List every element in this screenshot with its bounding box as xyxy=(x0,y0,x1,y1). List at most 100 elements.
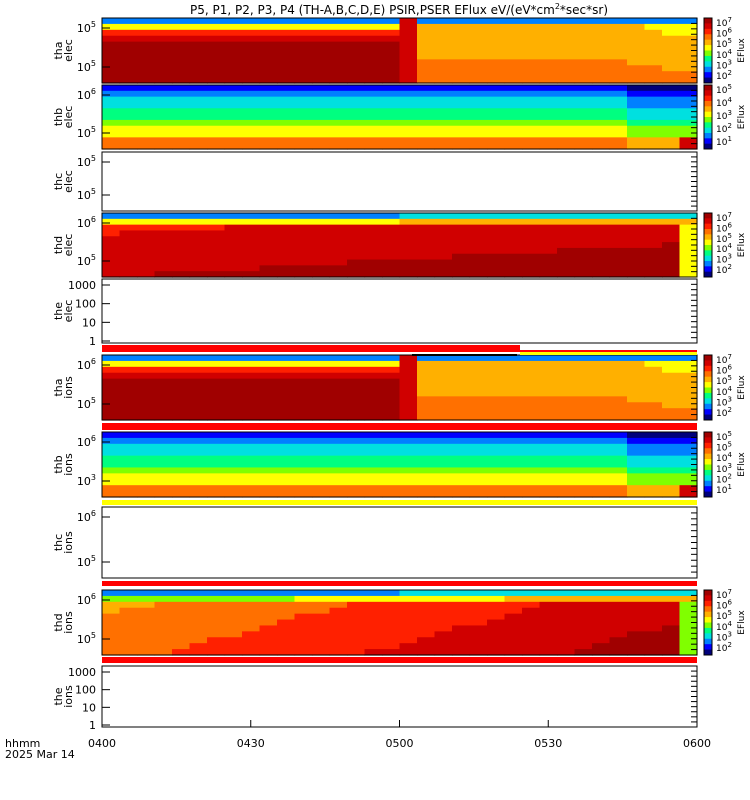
spectrogram-cell xyxy=(679,619,698,627)
spectrogram-cell xyxy=(609,491,628,498)
spectrogram-cell xyxy=(242,90,261,98)
spectrogram-cell xyxy=(557,265,576,272)
spectrogram-cell xyxy=(242,601,261,609)
colorbar-swatch xyxy=(704,26,712,30)
spectrogram-cell xyxy=(399,360,418,368)
spectrogram-cell xyxy=(277,218,296,226)
spectrogram-cell xyxy=(294,437,313,445)
spectrogram-cell xyxy=(522,366,541,374)
spectrogram-cell xyxy=(242,396,261,403)
spectrogram-cell xyxy=(224,265,243,272)
spectrogram-cell xyxy=(347,414,366,421)
spectrogram-cell xyxy=(399,384,418,392)
spectrogram-cell xyxy=(382,71,401,78)
spectrogram-cell xyxy=(452,131,471,138)
spectrogram-cell xyxy=(329,108,348,115)
colorbar-swatch xyxy=(704,226,712,230)
spectrogram-cell xyxy=(364,473,383,480)
spectrogram-cell xyxy=(539,485,558,492)
spectrogram-cell xyxy=(487,59,506,66)
spectrogram-cell xyxy=(644,114,663,121)
spectrogram-cell xyxy=(102,53,121,60)
colorbar-swatch xyxy=(704,106,712,110)
spectrogram-cell xyxy=(224,366,243,374)
spectrogram-cell xyxy=(557,41,576,49)
spectrogram-cell xyxy=(434,96,453,104)
spectrogram-cell xyxy=(277,114,296,121)
spectrogram-cell xyxy=(627,71,646,78)
spectrogram-cell xyxy=(399,236,418,243)
spectrogram-cell xyxy=(277,271,296,278)
spectrogram-cell xyxy=(522,414,541,421)
spectrogram-cell xyxy=(312,247,331,255)
spectrogram-cell xyxy=(242,443,261,451)
spectrogram-cell xyxy=(434,59,453,66)
spectrogram-cell xyxy=(487,230,506,237)
spectrogram-cell xyxy=(609,265,628,272)
spectrogram-cell xyxy=(207,90,226,98)
colorbar-swatch xyxy=(704,213,712,217)
spectrogram-cell xyxy=(207,242,226,249)
colorbar-swatch xyxy=(704,475,712,479)
spectrogram-cell xyxy=(644,643,663,650)
spectrogram-cell xyxy=(312,396,331,403)
spectrogram-cell xyxy=(434,213,453,220)
spectrogram-cell xyxy=(119,473,138,480)
spectrogram-cell xyxy=(487,77,506,84)
spectrogram-cell xyxy=(224,437,243,445)
spectrogram-cell xyxy=(609,90,628,98)
spectrogram-cell xyxy=(452,384,471,392)
spectrogram-cell xyxy=(119,41,138,49)
spectrogram-cell xyxy=(592,649,611,656)
spectrogram-cell xyxy=(259,384,278,392)
spectrogram-cell xyxy=(102,108,121,115)
y-tick-label: 106 xyxy=(77,215,96,230)
spectrogram-cell xyxy=(434,53,453,60)
spectrogram-cell xyxy=(399,96,418,104)
spectrogram-cell xyxy=(242,637,261,644)
spectrogram-cell xyxy=(347,637,366,644)
spectrogram-cell xyxy=(399,443,418,451)
spectrogram-cell xyxy=(347,65,366,72)
spectrogram-cell xyxy=(382,613,401,621)
status-bar xyxy=(102,423,697,427)
spectrogram-cell xyxy=(382,230,401,237)
spectrogram-cell xyxy=(137,35,156,43)
spectrogram-cell xyxy=(207,601,226,609)
spectrogram-cell xyxy=(627,432,646,439)
spectrogram-cell xyxy=(259,218,278,226)
spectrogram-cell xyxy=(539,384,558,392)
spectrogram-cell xyxy=(399,631,418,638)
colorbar-swatch xyxy=(704,85,712,89)
spectrogram-cell xyxy=(329,247,348,255)
spectrogram-cell xyxy=(382,432,401,439)
spectrogram-cell xyxy=(172,65,191,72)
spectrogram-cell xyxy=(522,53,541,60)
spectrogram-cell xyxy=(452,619,471,627)
spectrogram-cell xyxy=(189,236,208,243)
spectrogram-cell xyxy=(224,631,243,638)
colorbar-swatch xyxy=(704,398,712,402)
spectrogram-cell xyxy=(434,637,453,644)
spectrogram-cell xyxy=(119,96,138,104)
spectrogram-cell xyxy=(504,455,523,463)
spectrogram-cell xyxy=(172,236,191,243)
spectrogram-cell xyxy=(679,637,698,644)
spectrogram-cell xyxy=(452,449,471,457)
spectrogram-cell xyxy=(504,218,523,226)
colorbar-tick-label: 102 xyxy=(716,406,732,419)
spectrogram-cell xyxy=(539,77,558,84)
spectrogram-cell xyxy=(154,35,173,43)
spectrogram-cell xyxy=(469,384,488,392)
spectrogram-cell xyxy=(207,449,226,457)
spectrogram-cell xyxy=(592,114,611,121)
spectrogram-cell xyxy=(592,613,611,621)
spectrogram-cell xyxy=(662,90,681,98)
spectrogram-cell xyxy=(119,443,138,451)
colorbar-swatch xyxy=(704,66,712,70)
colorbar-frame xyxy=(703,354,713,421)
spectrogram-cell xyxy=(504,643,523,650)
status-bar xyxy=(412,354,517,356)
spectrogram-cell xyxy=(557,47,576,55)
spectrogram-cell xyxy=(522,265,541,272)
